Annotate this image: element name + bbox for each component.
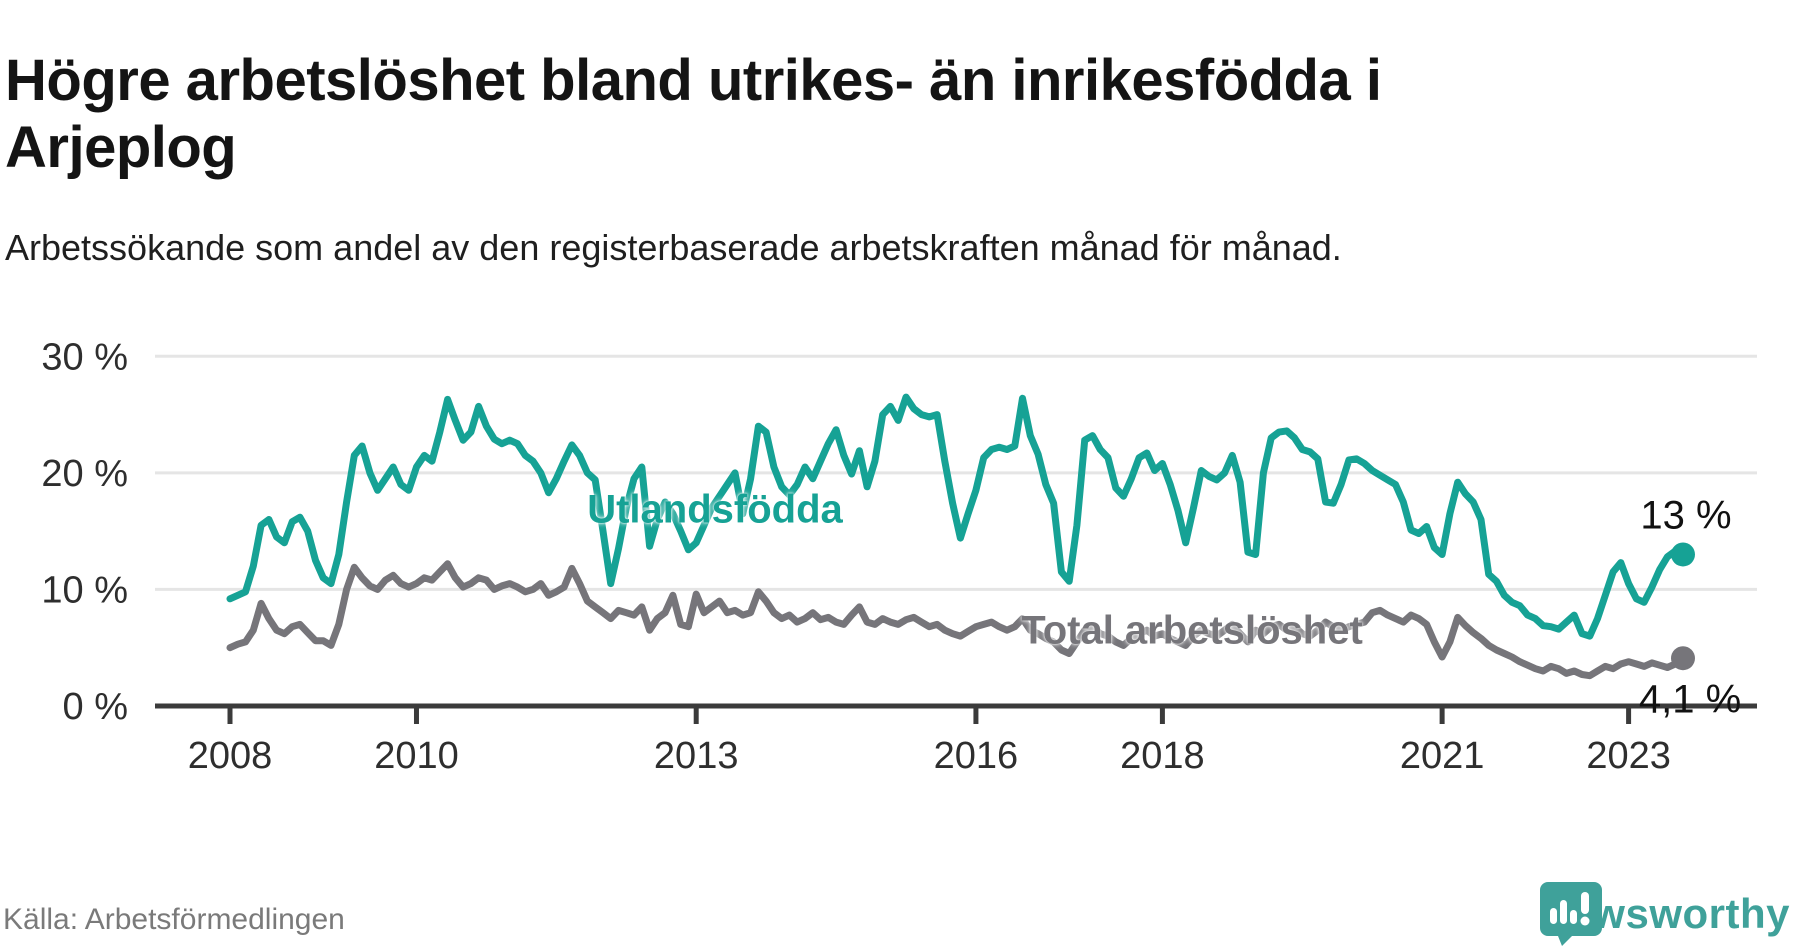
x-axis-tick-label: 2016 xyxy=(934,735,1019,777)
y-axis-tick-label: 20 % xyxy=(41,453,128,495)
series-end-dot-total xyxy=(1670,646,1695,671)
end-value-label-utlandsfodda: 13 % xyxy=(1640,493,1732,538)
x-axis-tick-label: 2021 xyxy=(1400,735,1485,777)
end-value-label-total: 4,1 % xyxy=(1638,677,1742,722)
x-axis-tick-label: 2008 xyxy=(188,735,273,777)
page-title: Högre arbetslöshet bland utrikes- än inr… xyxy=(5,47,1382,181)
newsworthy-logo-icon xyxy=(1539,882,1602,946)
series-line-total xyxy=(226,560,1687,680)
series-end-dot-utlandsfodda xyxy=(1670,542,1695,567)
x-axis-tick-label: 2023 xyxy=(1586,735,1671,777)
y-axis-tick-label: 30 % xyxy=(41,336,128,378)
series-label-utlandsfodda: Utlandsfödda xyxy=(587,487,843,532)
x-axis-tick-label: 2010 xyxy=(374,735,459,777)
source-attribution: Källa: Arbetsförmedlingen xyxy=(3,903,345,936)
y-axis-tick-label: 10 % xyxy=(41,569,128,611)
newsworthy-logo: Newsworthy xyxy=(1538,880,1790,948)
series-label-total-arbetsloshet: Total arbetslöshet xyxy=(1021,608,1363,653)
chart-subtitle: Arbetssökande som andel av den registerb… xyxy=(5,227,1342,268)
x-axis-tick-label: 2018 xyxy=(1120,735,1205,777)
x-axis-tick-label: 2013 xyxy=(654,735,739,777)
bar-chart-glyph xyxy=(1549,892,1590,926)
series-line-utlandsfodda xyxy=(226,393,1687,640)
y-axis-tick-label: 0 % xyxy=(63,686,128,728)
